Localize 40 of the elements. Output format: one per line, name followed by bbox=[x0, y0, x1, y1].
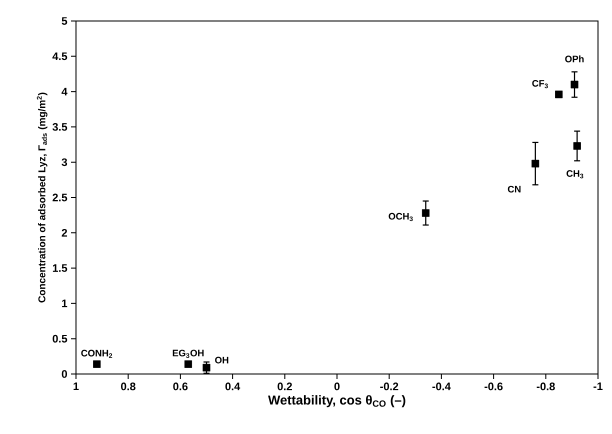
annotation: OPh bbox=[565, 55, 584, 62]
annotation: CN bbox=[508, 186, 521, 193]
point bbox=[532, 160, 540, 168]
y-tick-label: 3.5 bbox=[52, 123, 68, 131]
x-tick-label: 1 bbox=[74, 382, 79, 390]
y-tick-label: 4.5 bbox=[52, 52, 68, 60]
point bbox=[93, 360, 101, 368]
y-tick-label: 2.5 bbox=[52, 194, 68, 202]
annotation: CH$_{3}$ bbox=[566, 170, 584, 178]
x-tick-label: -0.2 bbox=[380, 382, 398, 390]
x-tick-label: 0.2 bbox=[278, 382, 292, 390]
y-tick-label: 1.5 bbox=[52, 264, 68, 272]
x-tick-label: -1 bbox=[594, 382, 603, 390]
point bbox=[422, 209, 430, 217]
point bbox=[573, 142, 581, 150]
annotation: CF$_{3}$ bbox=[532, 80, 548, 88]
annotation: OCH$_{3}$ bbox=[388, 212, 413, 222]
x-tick-label: -0.4 bbox=[432, 382, 451, 390]
x-tick-label: 0 bbox=[334, 382, 340, 390]
y-tick-label: 0 bbox=[62, 370, 68, 378]
x-tick-label: 0.4 bbox=[225, 382, 240, 390]
x-axis-title: Wettability, cos θ$_{CO}$ (–) bbox=[268, 395, 406, 408]
x-tick-label: -0.6 bbox=[484, 382, 503, 390]
y-tick-label: 4 bbox=[62, 88, 68, 96]
y-tick-label: 5 bbox=[62, 17, 68, 25]
annotation: CONH$_{2}$ bbox=[81, 350, 112, 358]
x-tick-label: 0.8 bbox=[121, 382, 136, 390]
annotation: OH bbox=[215, 356, 228, 364]
y-tick-label: 1 bbox=[62, 300, 68, 308]
y-tick-label: 3 bbox=[62, 158, 68, 166]
y-axis-title: Concentration of adsorbed Lyz, Γ$_{ads}$ (mg/m$^{2}$) bbox=[36, 92, 48, 302]
x-tick-label: -0.8 bbox=[536, 382, 555, 390]
x-tick-label: 0.6 bbox=[173, 382, 188, 390]
point bbox=[555, 90, 563, 98]
point bbox=[202, 364, 210, 372]
annotation: EG$_{3}$OH bbox=[172, 350, 204, 358]
point bbox=[184, 360, 192, 368]
y-tick-label: 0.5 bbox=[52, 334, 68, 343]
y-tick-label: 2 bbox=[62, 228, 68, 237]
point bbox=[570, 80, 578, 88]
